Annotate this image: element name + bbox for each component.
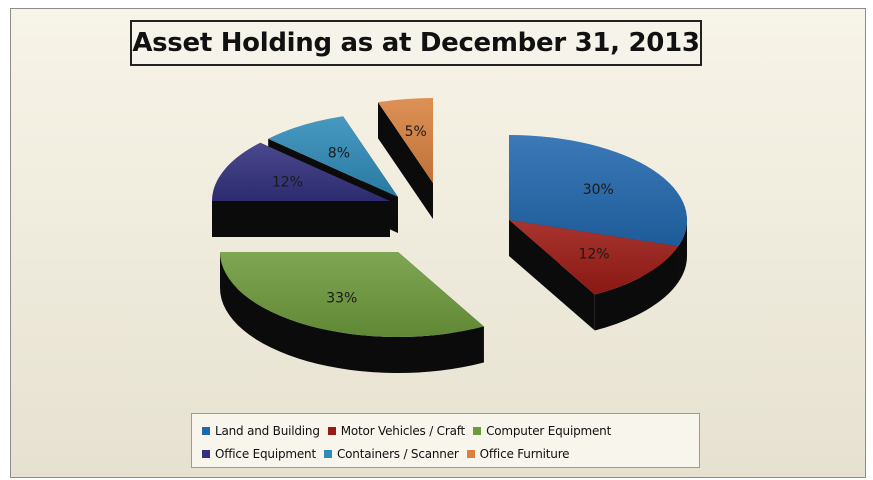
- pie-slice-top: [509, 220, 679, 295]
- legend-item: Office Equipment: [202, 447, 316, 461]
- legend-label: Land and Building: [215, 424, 320, 438]
- legend-label: Office Furniture: [479, 447, 570, 461]
- legend-row: Office Equipment Containers / Scanner Offi…: [202, 444, 577, 464]
- legend-label: Motor Vehicles / Craft: [340, 424, 466, 438]
- legend-item: Land and Building: [202, 424, 320, 438]
- pie-slice-top: [211, 142, 390, 201]
- pie-slice-wall: [509, 220, 595, 331]
- legend-swatch: [473, 427, 482, 435]
- legend-label: Computer Equipment: [486, 424, 612, 438]
- pie-slice-wall: [378, 102, 433, 219]
- legend-swatch: [466, 450, 475, 458]
- legend-label: Containers / Scanner: [336, 447, 459, 461]
- pie-slice-label: 12%: [272, 175, 303, 191]
- pie-slice-top: [378, 98, 433, 183]
- legend: Land and Building Motor Vehicles / Craft C…: [191, 413, 700, 468]
- chart-title: Asset Holding as at December 31, 2013: [132, 28, 700, 58]
- legend-item: Containers / Scanner: [323, 447, 459, 461]
- pie-slice-computer-equipment: [219, 252, 484, 374]
- legend-item: Office Furniture: [466, 447, 570, 461]
- legend-item: Motor Vehicles / Craft: [327, 424, 466, 438]
- legend-row: Land and Building Motor Vehicles / Craft C…: [202, 421, 619, 441]
- pie-slice-label: 5%: [405, 124, 427, 140]
- pie-slice-label: 12%: [578, 247, 609, 263]
- legend-label: Office Equipment: [215, 447, 316, 461]
- pie-slice-label: 8%: [328, 146, 350, 162]
- pie-slice-top: [268, 116, 398, 197]
- legend-item: Computer Equipment: [473, 424, 611, 438]
- legend-swatch: [202, 450, 210, 458]
- pie-slice-motor-vehicles-craft: [509, 220, 679, 331]
- legend-swatch: [327, 427, 336, 435]
- pie-slice-top: [219, 252, 484, 338]
- pie-slice-office-furniture: [378, 98, 433, 219]
- chart-frame: [10, 8, 866, 478]
- pie-slice-side: [594, 246, 679, 331]
- legend-swatch: [323, 450, 332, 458]
- pie-slice-side: [219, 252, 484, 374]
- pie-slice-label: 33%: [326, 290, 357, 306]
- pie-slice-side: [678, 220, 687, 283]
- pie-slice-label: 30%: [583, 182, 614, 198]
- pie-slice-top: [509, 135, 688, 247]
- pie-slice-office-equipment: [211, 142, 390, 237]
- chart-title-box: Asset Holding as at December 31, 2013: [130, 20, 702, 66]
- legend-swatch: [202, 427, 210, 435]
